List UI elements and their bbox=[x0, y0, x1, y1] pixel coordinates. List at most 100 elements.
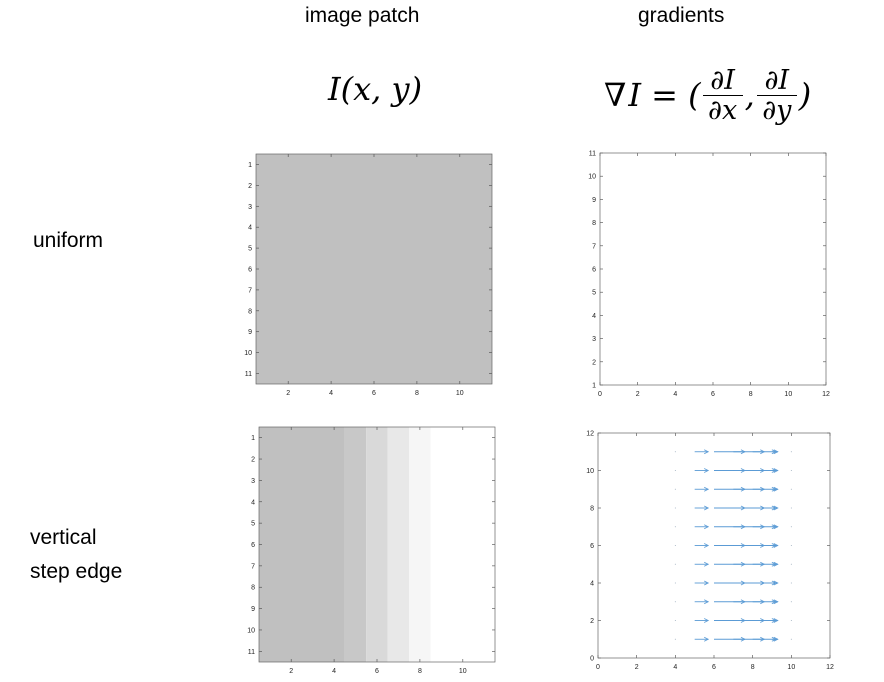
y-tick-label: 10 bbox=[247, 627, 255, 634]
y-tick-label: 1 bbox=[592, 383, 596, 390]
zero-gradient-dot bbox=[790, 620, 792, 621]
y-tick-label: 2 bbox=[590, 618, 594, 625]
y-tick-label: 12 bbox=[586, 431, 594, 438]
gradient-arrowhead bbox=[704, 636, 710, 642]
formula-close-paren: ) bbox=[798, 76, 812, 114]
y-tick-label: 11 bbox=[248, 649, 255, 656]
y-tick-label: 6 bbox=[251, 542, 255, 549]
y-tick-label: 3 bbox=[592, 336, 596, 343]
zero-gradient-dot bbox=[674, 545, 676, 546]
gradient-arrowhead bbox=[771, 599, 777, 605]
gradient-arrowhead bbox=[704, 543, 710, 548]
gradient-arrowhead bbox=[773, 636, 779, 642]
image-column bbox=[430, 427, 495, 662]
formula-intensity-symbol: I bbox=[328, 70, 341, 108]
x-tick-label: 6 bbox=[372, 390, 376, 397]
zero-gradient-dot bbox=[790, 507, 792, 509]
formula-gradient: ∇ I = ( ∂I ∂x , ∂I ∂y ) bbox=[604, 60, 811, 130]
y-tick-label: 0 bbox=[590, 656, 594, 663]
y-tick-label: 5 bbox=[251, 521, 255, 528]
zero-gradient-dot bbox=[674, 582, 676, 584]
x-tick-label: 10 bbox=[787, 664, 795, 671]
x-tick-label: 8 bbox=[751, 664, 755, 671]
image-column bbox=[366, 427, 388, 662]
fraction-dI-dx-numerator: ∂I bbox=[710, 64, 735, 96]
zero-gradient-dot bbox=[674, 507, 676, 509]
y-tick-label: 4 bbox=[251, 499, 255, 506]
y-tick-label: 8 bbox=[592, 220, 596, 227]
x-tick-label: 8 bbox=[415, 390, 419, 397]
x-tick-label: 2 bbox=[289, 668, 293, 675]
zero-gradient-dot bbox=[674, 563, 676, 565]
gradient-arrowhead bbox=[773, 543, 779, 548]
zero-gradient-dot bbox=[674, 638, 676, 640]
x-tick-label: 6 bbox=[711, 391, 715, 398]
y-tick-label: 7 bbox=[248, 287, 252, 294]
y-tick-label: 4 bbox=[592, 313, 596, 320]
gradient-arrowhead bbox=[771, 543, 777, 548]
x-tick-label: 12 bbox=[826, 664, 834, 671]
y-tick-label: 10 bbox=[588, 174, 596, 181]
y-tick-label: 3 bbox=[248, 204, 252, 211]
zero-gradient-dot bbox=[674, 601, 676, 603]
row-label-line-1: vertical bbox=[30, 526, 97, 549]
x-tick-label: 4 bbox=[332, 668, 336, 675]
gradient-arrowhead bbox=[704, 449, 710, 455]
gradient-arrowhead bbox=[771, 561, 777, 567]
y-tick-label: 4 bbox=[590, 581, 594, 588]
gradient-arrowhead bbox=[704, 618, 710, 623]
axes-box bbox=[597, 432, 831, 659]
formula-intensity-args: (x, y) bbox=[340, 70, 423, 108]
x-tick-label: 2 bbox=[286, 390, 290, 397]
gradient-arrowhead bbox=[771, 524, 777, 530]
y-tick-label: 9 bbox=[592, 197, 596, 204]
gradient-arrowhead bbox=[773, 486, 779, 492]
x-tick-label: 10 bbox=[456, 390, 464, 397]
x-tick-label: 8 bbox=[749, 391, 753, 398]
y-tick-label: 5 bbox=[592, 290, 596, 297]
y-tick-label: 3 bbox=[251, 478, 255, 485]
gradient-arrowhead bbox=[771, 618, 777, 623]
y-tick-label: 6 bbox=[592, 267, 596, 274]
gradient-arrowhead bbox=[704, 599, 710, 605]
x-tick-label: 10 bbox=[784, 391, 792, 398]
axes-box bbox=[599, 152, 827, 386]
x-tick-label: 4 bbox=[329, 390, 333, 397]
header-gradients: gradients bbox=[638, 4, 725, 27]
gradient-arrowhead bbox=[773, 505, 779, 511]
x-tick-label: 4 bbox=[673, 664, 677, 671]
x-tick-label: 4 bbox=[673, 391, 677, 398]
fraction-dI-dx: ∂I ∂x bbox=[702, 64, 743, 125]
y-tick-label: 7 bbox=[251, 563, 255, 570]
y-tick-label: 2 bbox=[248, 183, 252, 190]
x-tick-label: 6 bbox=[375, 668, 379, 675]
gradient-arrowhead bbox=[773, 618, 779, 623]
image-column bbox=[387, 427, 410, 662]
fraction-bar bbox=[702, 94, 743, 96]
x-tick-label: 10 bbox=[459, 668, 467, 675]
gradient-arrowhead bbox=[773, 599, 779, 605]
zero-gradient-dot bbox=[790, 451, 792, 453]
fraction-dI-dy-denominator: ∂y bbox=[762, 94, 792, 126]
image-column bbox=[344, 427, 367, 662]
y-tick-label: 9 bbox=[248, 329, 252, 336]
x-tick-label: 0 bbox=[596, 664, 600, 671]
y-tick-label: 1 bbox=[248, 162, 252, 169]
zero-gradient-dot bbox=[790, 470, 792, 471]
image-fill bbox=[256, 154, 492, 384]
y-tick-label: 6 bbox=[248, 267, 252, 274]
gradient-arrowhead bbox=[704, 524, 710, 530]
gradient-arrowhead bbox=[771, 449, 777, 455]
zero-gradient-dot bbox=[674, 488, 676, 490]
axes-box bbox=[258, 426, 496, 663]
image-column bbox=[409, 427, 431, 662]
zero-gradient-dot bbox=[790, 488, 792, 490]
fraction-dI-dy: ∂I ∂y bbox=[756, 66, 797, 126]
x-tick-label: 6 bbox=[712, 664, 716, 671]
gradient-arrowhead bbox=[771, 505, 777, 511]
header-image-patch: image patch bbox=[305, 4, 420, 27]
y-tick-label: 8 bbox=[248, 308, 252, 315]
y-tick-label: 8 bbox=[251, 585, 255, 592]
zero-gradient-dot bbox=[790, 526, 792, 528]
